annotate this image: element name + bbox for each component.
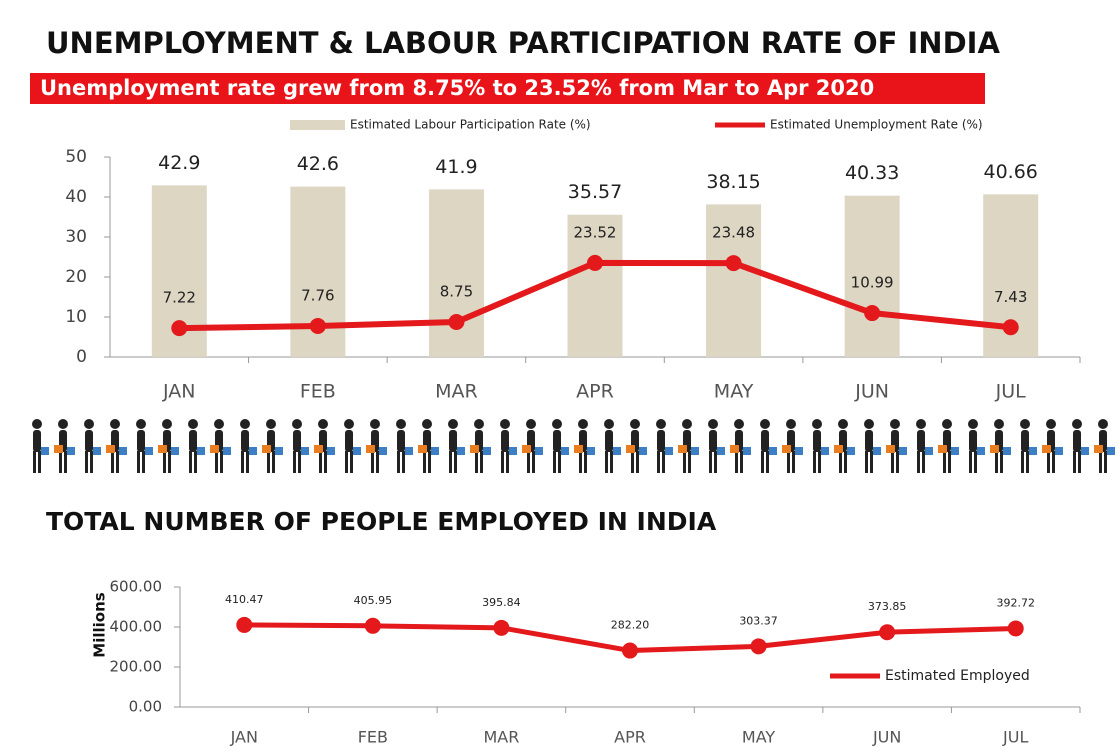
y-axis-label: Millions [91,592,109,657]
y-tick-label: 400.00 [110,618,163,636]
x-tick-label: FEB [358,728,388,747]
x-tick-label: JUN [872,728,901,747]
x-tick-label: JUN [854,381,889,403]
y-tick-label: 0.00 [129,698,162,716]
x-tick-label: MAY [742,728,776,747]
chart-subtitle: Unemployment rate grew from 8.75% to 23.… [40,76,874,100]
line-value-label: 373.85 [868,600,907,613]
line-value-label: 8.75 [440,283,473,301]
legend-label: Estimated Labour Participation Rate (%) [350,118,591,132]
line-value-label: 23.52 [574,223,617,241]
y-tick-label: 10 [65,307,87,327]
chart-title: UNEMPLOYMENT & LABOUR PARTICIPATION RATE… [46,26,1000,60]
line-point [448,314,464,330]
line-value-label: 7.22 [163,289,196,307]
y-tick-label: 30 [65,227,87,247]
bar-value-label: 42.6 [297,153,339,175]
line-value-label: 23.48 [712,224,755,242]
bar [429,189,484,357]
line-point [1008,620,1024,636]
x-tick-label: JUL [1002,728,1028,747]
legend-label: Estimated Employed [885,668,1030,684]
x-tick-label: MAR [435,381,478,403]
bar-value-label: 40.33 [845,162,899,184]
y-tick-label: 0 [76,347,87,367]
line-point [879,624,895,640]
x-tick-label: JAN [162,381,195,403]
bar-value-label: 40.66 [984,161,1038,183]
line-value-label: 303.37 [739,614,778,627]
y-tick-label: 200.00 [110,658,163,676]
line-point [365,618,381,634]
line-point [493,620,509,636]
line-value-label: 392.72 [996,596,1035,609]
bar-value-label: 38.15 [706,171,760,193]
y-tick-label: 50 [65,147,87,167]
y-tick-label: 20 [65,267,87,287]
legend-swatch [290,120,345,130]
line-value-label: 395.84 [482,596,521,609]
line-value-label: 7.43 [994,288,1027,306]
y-tick-label: 40 [65,187,87,207]
bar-value-label: 42.9 [158,152,200,174]
page: {"chart_data": [ {"type": "combo", "titl… [0,0,1118,756]
legend-label: Estimated Unemployment Rate (%) [770,118,983,132]
people-illustration-bags [28,415,1118,477]
y-tick-label: 600.00 [110,578,163,596]
x-tick-label: JUL [995,381,1027,403]
line-point [726,255,742,271]
line-point [310,318,326,334]
line-point [236,617,252,633]
line-value-label: 405.95 [354,594,393,607]
x-tick-label: FEB [300,381,336,403]
x-tick-label: JAN [230,728,258,747]
line-point [622,643,638,659]
infographic: UNEMPLOYMENT & LABOUR PARTICIPATION RATE… [0,0,1118,756]
line-point [864,305,880,321]
chart-title: TOTAL NUMBER OF PEOPLE EMPLOYED IN INDIA [46,507,717,536]
line-point [1003,319,1019,335]
x-tick-label: MAY [714,381,754,403]
line-point [751,638,767,654]
line-value-label: 282.20 [611,619,650,632]
bar-value-label: 35.57 [568,181,622,203]
line-point [587,255,603,271]
x-tick-label: APR [614,728,646,747]
background [0,0,1118,756]
bar-value-label: 41.9 [435,156,477,178]
x-tick-label: MAR [483,728,519,747]
line-value-label: 7.76 [301,286,334,304]
x-tick-label: APR [576,381,614,403]
line-value-label: 410.47 [225,593,264,606]
line-point [171,320,187,336]
line-value-label: 10.99 [851,274,894,292]
